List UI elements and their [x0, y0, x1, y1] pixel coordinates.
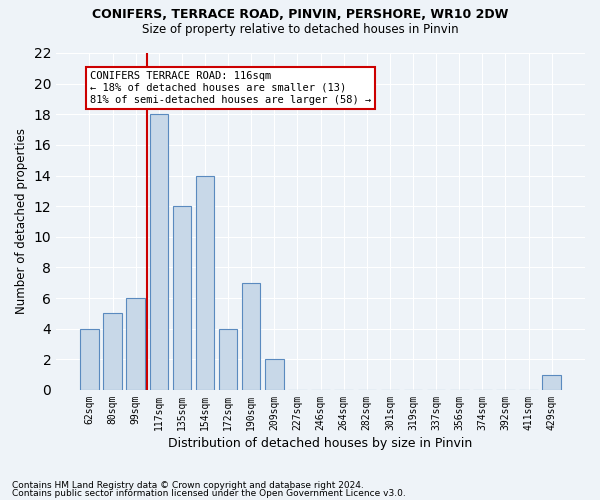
Text: CONIFERS TERRACE ROAD: 116sqm
← 18% of detached houses are smaller (13)
81% of s: CONIFERS TERRACE ROAD: 116sqm ← 18% of d…: [90, 72, 371, 104]
Bar: [103, 314, 122, 390]
Bar: [265, 360, 284, 390]
Bar: [219, 328, 238, 390]
Bar: [542, 374, 561, 390]
Text: Contains public sector information licensed under the Open Government Licence v3: Contains public sector information licen…: [12, 488, 406, 498]
Bar: [127, 298, 145, 390]
X-axis label: Distribution of detached houses by size in Pinvin: Distribution of detached houses by size …: [169, 437, 473, 450]
Bar: [196, 176, 214, 390]
Bar: [80, 328, 98, 390]
Bar: [242, 282, 260, 390]
Text: CONIFERS, TERRACE ROAD, PINVIN, PERSHORE, WR10 2DW: CONIFERS, TERRACE ROAD, PINVIN, PERSHORE…: [92, 8, 508, 20]
Bar: [173, 206, 191, 390]
Y-axis label: Number of detached properties: Number of detached properties: [15, 128, 28, 314]
Text: Size of property relative to detached houses in Pinvin: Size of property relative to detached ho…: [142, 22, 458, 36]
Bar: [149, 114, 168, 390]
Text: Contains HM Land Registry data © Crown copyright and database right 2024.: Contains HM Land Registry data © Crown c…: [12, 481, 364, 490]
